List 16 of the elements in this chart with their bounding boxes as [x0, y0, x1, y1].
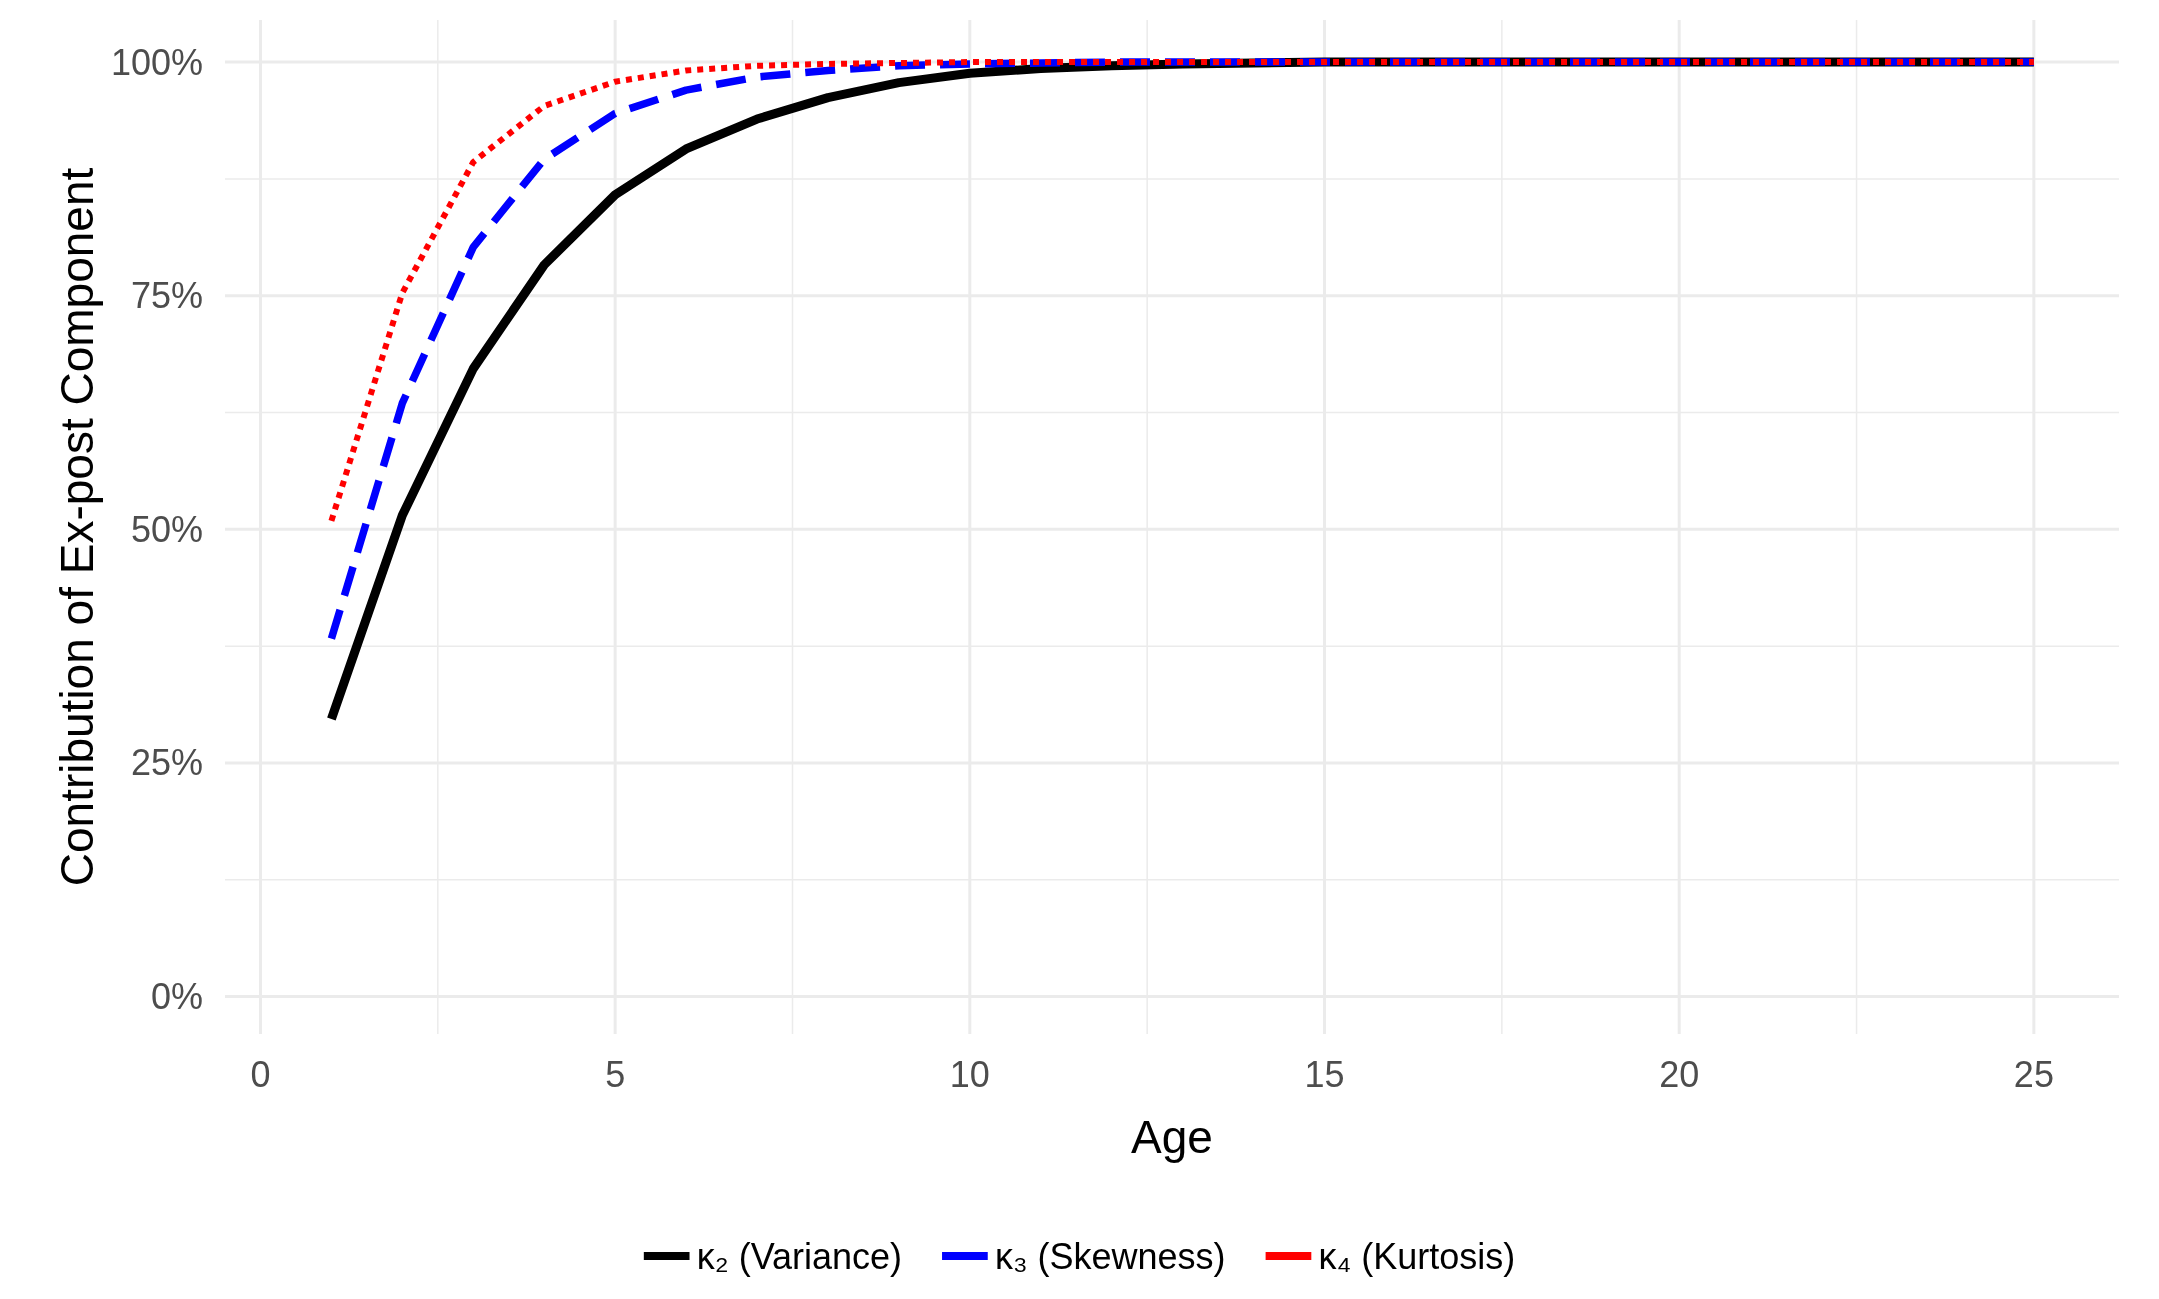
x-tick-label: 15 — [1304, 1053, 1345, 1095]
y-tick-label: 100% — [110, 41, 203, 83]
y-tick-label: 75% — [130, 275, 203, 317]
y-axis-title: Contribution of Ex-post Component — [51, 167, 104, 887]
x-tick-label: 25 — [2013, 1053, 2054, 1095]
x-tick-label: 20 — [1659, 1053, 1700, 1095]
legend-label: κ₄ (Kurtosis) — [1318, 1235, 1516, 1277]
x-tick-label: 10 — [949, 1053, 990, 1095]
legend-label: κ₂ (Variance) — [696, 1235, 903, 1277]
x-tick-label: 5 — [605, 1053, 626, 1095]
y-tick-label: 0% — [150, 976, 203, 1018]
legend-label: κ₃ (Skewness) — [994, 1235, 1226, 1277]
y-tick-label: 25% — [130, 742, 203, 784]
x-tick-label: 0 — [250, 1053, 271, 1095]
y-tick-label: 50% — [130, 508, 203, 550]
x-axis-title: Age — [1131, 1111, 1213, 1163]
